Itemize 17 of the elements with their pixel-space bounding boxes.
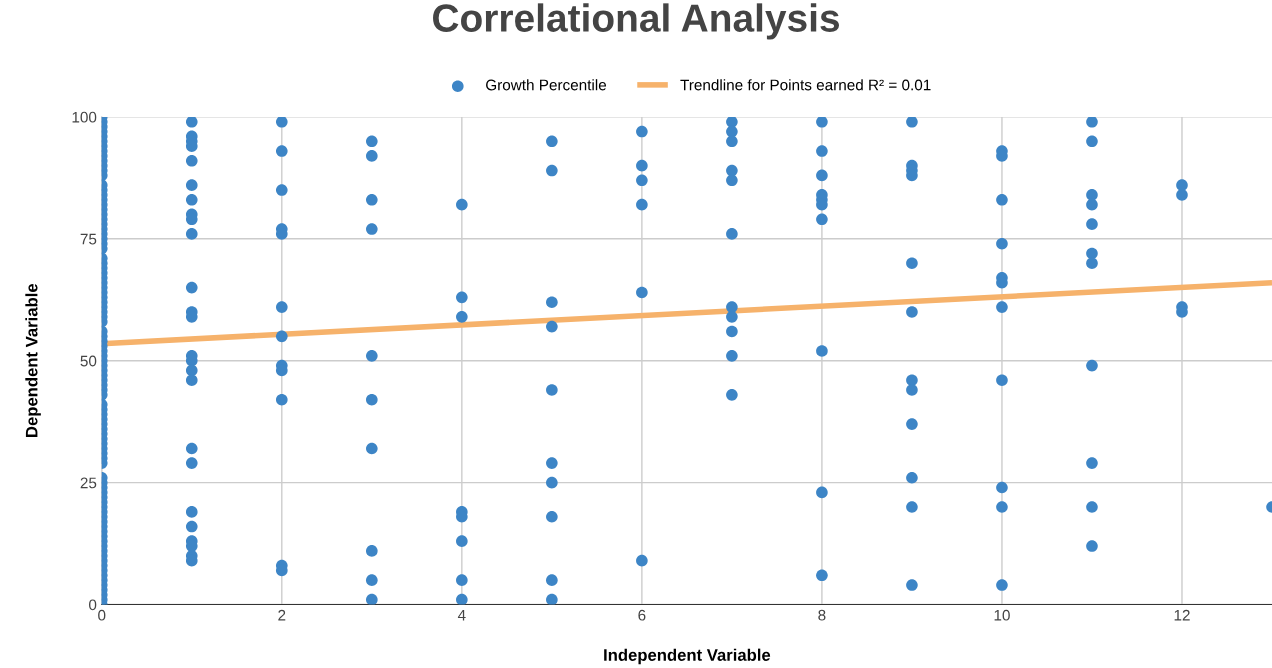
x-tick-label: 6	[638, 609, 646, 621]
x-tick-label: 4	[457, 609, 466, 621]
x-axis-title: Independent Variable	[604, 648, 771, 665]
y-tick-label: 50	[80, 355, 97, 367]
x-tick-label: 2	[278, 609, 286, 621]
chart-title: Correlational Analysis	[433, 3, 839, 40]
x-tick-label: 10	[994, 609, 1010, 621]
legend-label: Growth Percentile	[486, 79, 607, 91]
y-axis-title: Dependent Variable	[25, 283, 41, 437]
y-tick-label: 25	[80, 477, 97, 489]
x-tick-label: 0	[98, 609, 106, 621]
y-tick-label: 100	[72, 111, 97, 123]
y-tick-label: 0	[89, 599, 97, 611]
legend-label: Trendline for Points earned R² = 0.01	[680, 79, 931, 91]
x-tick-label: 8	[818, 609, 826, 621]
x-tick-label: 12	[1174, 609, 1190, 621]
y-tick-label: 75	[80, 233, 97, 245]
